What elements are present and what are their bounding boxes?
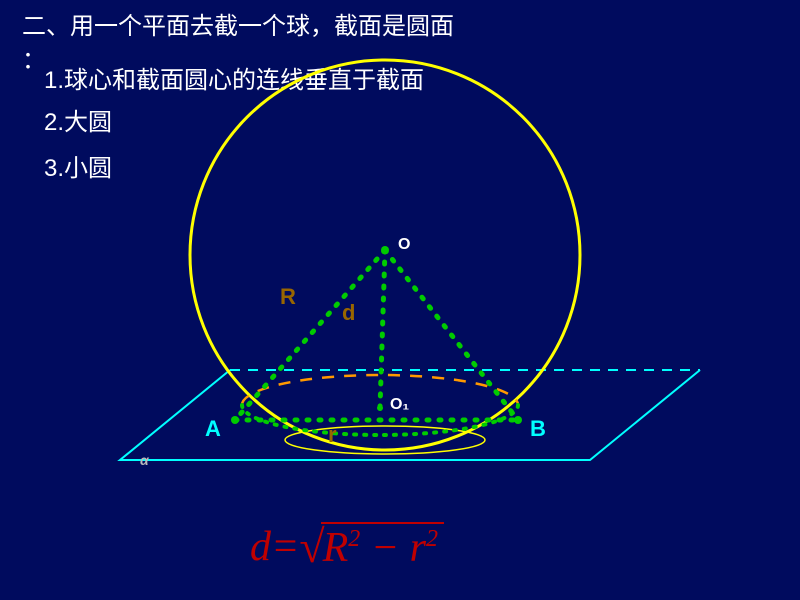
label-r: r [328,422,337,448]
formula-eq: = [271,523,299,571]
label-d: d [342,300,355,326]
formula-r: r [410,525,426,571]
formula-radicand: R2 − r2 [321,522,444,572]
sphere-diagram [0,0,800,600]
label-R: R [280,284,296,310]
points [231,246,522,424]
formula-lhs: d [250,523,271,571]
formula: d = √ R2 − r2 [250,520,444,573]
label-alpha: α [140,452,149,468]
label-O1: O₁ [390,396,409,414]
label-B: B [530,416,546,442]
label-O: O [398,236,410,254]
formula-R: R [323,525,349,571]
formula-minus: − [360,525,409,571]
label-A: A [205,416,221,442]
sphere-outline [190,60,580,450]
construction-lines [235,250,518,420]
cutting-plane [120,370,700,460]
